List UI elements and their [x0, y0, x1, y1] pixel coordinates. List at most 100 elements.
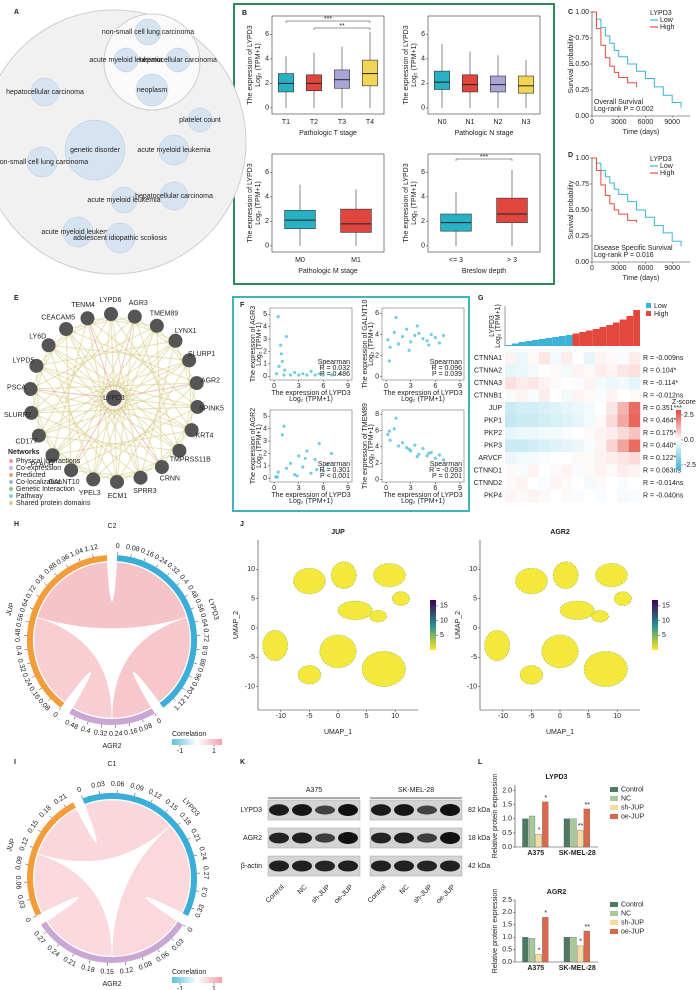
plot-frame	[427, 153, 541, 253]
blot-band	[315, 833, 335, 843]
heat-cell	[617, 352, 629, 365]
legend-label: oe-JUP	[621, 813, 645, 820]
heat-cell	[617, 464, 629, 478]
network-edge	[51, 318, 89, 456]
legend-label: Predicted	[16, 472, 46, 479]
bar	[606, 325, 613, 346]
term-node	[135, 73, 169, 107]
blot-bg	[267, 827, 361, 849]
legend-label: Pathway	[16, 493, 43, 500]
heat-cell	[550, 464, 562, 478]
plot-frame	[269, 409, 353, 483]
arc-tick	[128, 723, 130, 727]
arc-tick-label: 0.4	[80, 726, 91, 735]
heat-cell	[606, 452, 618, 465]
protein-label: β-actin	[241, 863, 262, 870]
heat-cell	[572, 364, 584, 378]
plot-title: LYPD3	[546, 774, 568, 781]
legend-swatch	[9, 473, 13, 477]
gene-label: CTNNB1	[474, 393, 502, 400]
x-axis-label: The expression of LYPD3	[271, 390, 350, 397]
heat-cell	[550, 439, 562, 453]
stat-label: R = 0.301	[319, 467, 350, 474]
heat-cell	[583, 377, 596, 390]
box	[517, 75, 534, 94]
size-label: 82 kDa	[468, 807, 490, 814]
arc-tick	[167, 573, 170, 576]
network-node	[127, 309, 142, 324]
arc-tick	[27, 662, 31, 665]
blot-band	[315, 805, 335, 815]
arc-tick	[177, 822, 181, 825]
node-label: LYNX1	[175, 328, 197, 335]
point	[275, 475, 279, 479]
heat-cell	[583, 389, 596, 403]
legend-swatch	[9, 487, 13, 491]
chord-ribbon	[36, 561, 188, 629]
arc-tick-label: 0.64	[19, 598, 31, 613]
network-edge	[36, 365, 115, 399]
point	[329, 451, 334, 456]
x-tick-label: 3000	[611, 265, 627, 272]
network-edge	[30, 316, 136, 414]
chord-ribbon	[33, 617, 113, 719]
point	[321, 469, 325, 473]
x-tick-label: 3	[409, 383, 413, 390]
term-label: adolescent idiopathic scoliosis	[73, 235, 167, 242]
blot-bg	[267, 799, 361, 821]
arc-tick	[89, 960, 91, 964]
cell-cluster	[337, 600, 373, 621]
box	[433, 70, 450, 90]
x-tick-label: 10	[391, 713, 399, 720]
plot-title: JUP	[331, 529, 345, 536]
heat-cell	[527, 389, 539, 403]
y-tick-label: 2	[375, 460, 379, 467]
heat-cell	[595, 414, 607, 428]
x-axis-label: The expression of LYPD3	[383, 492, 462, 499]
gene-label: CTNNA3	[474, 380, 502, 387]
y-axis-label: Relative protein expression	[492, 774, 499, 859]
legend-swatch	[9, 459, 13, 463]
y-axis-label: Relative protein expression	[492, 889, 499, 974]
chord-ribbon	[33, 853, 113, 957]
size-label: 42 kDa	[468, 863, 490, 870]
bar	[542, 917, 549, 963]
network-edge	[70, 397, 115, 471]
node-label: SPINK5	[199, 405, 224, 412]
term-label: non-small cell lung carcinoma	[0, 159, 88, 166]
point	[433, 456, 437, 460]
plot-frame	[271, 15, 385, 115]
x-tick-label: <= 3	[449, 257, 463, 264]
legend-swatch	[610, 805, 618, 810]
heat-cell	[561, 364, 573, 378]
y-tick-label: 6	[421, 169, 425, 176]
gene-label: CTNND1	[474, 468, 502, 475]
arc-tick	[173, 698, 176, 701]
arc-tick	[191, 607, 194, 610]
arc-tick	[176, 583, 180, 586]
arc-tick	[182, 687, 185, 690]
cell-cluster	[583, 650, 628, 687]
y-axis-label: The expression of LYPD3	[403, 163, 410, 242]
point	[284, 466, 288, 470]
heat-cell	[561, 464, 573, 478]
arc-name: JUP	[6, 602, 17, 617]
legend-label: Co-expression	[16, 465, 61, 472]
network-node	[23, 382, 38, 397]
bar	[525, 341, 532, 346]
heat-cell	[606, 489, 618, 503]
bar	[565, 335, 573, 346]
chord-arc	[82, 793, 197, 917]
network-node	[104, 307, 119, 322]
legend-swatch	[9, 480, 13, 484]
panel-letter: B	[242, 10, 247, 17]
y-tick-label: 1	[263, 361, 267, 368]
legend-swatch	[610, 814, 618, 819]
arc-tick-label: 1.12	[84, 544, 99, 554]
point	[386, 338, 390, 342]
legend-label: sh-JUP	[621, 919, 644, 926]
legend-label: Genetic Interaction	[16, 486, 75, 493]
heat-cell	[628, 377, 641, 390]
heat-cell	[561, 439, 573, 453]
point	[405, 446, 409, 450]
